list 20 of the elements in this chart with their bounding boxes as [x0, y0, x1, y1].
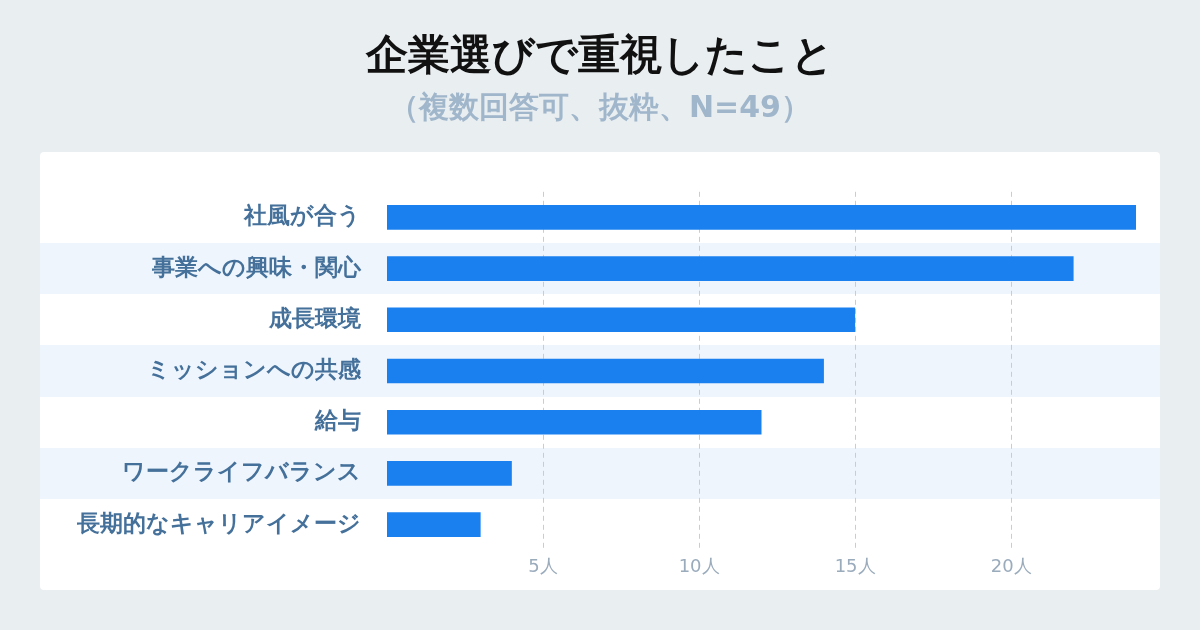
bar — [387, 358, 824, 384]
x-tick-label: 5人 — [528, 554, 558, 576]
y-tick-label: 成長環境 — [268, 304, 361, 331]
chart-title: 企業選びで重視したこと — [364, 30, 835, 80]
x-tick-label: 20人 — [990, 554, 1032, 576]
x-tick-label: 15人 — [834, 554, 876, 576]
bar — [387, 409, 762, 435]
bar — [387, 256, 1074, 281]
x-tick-label: 10人 — [678, 554, 720, 576]
y-tick-label: 給与 — [314, 407, 361, 434]
y-tick-label: 事業への興味・関心 — [151, 253, 362, 280]
y-tick-label: ミッションへの共感 — [147, 355, 362, 382]
y-tick-label: 社風が合う — [243, 202, 361, 229]
bar — [387, 461, 512, 486]
bar — [387, 307, 856, 333]
y-tick-label: ワークライフバランス — [122, 458, 361, 485]
bar — [387, 512, 481, 537]
chart-subtitle: （複数回答可、抜粋、N=49） — [388, 88, 812, 126]
bar — [387, 205, 1136, 230]
y-tick-label: 長期的なキャリアイメージ — [76, 509, 361, 536]
